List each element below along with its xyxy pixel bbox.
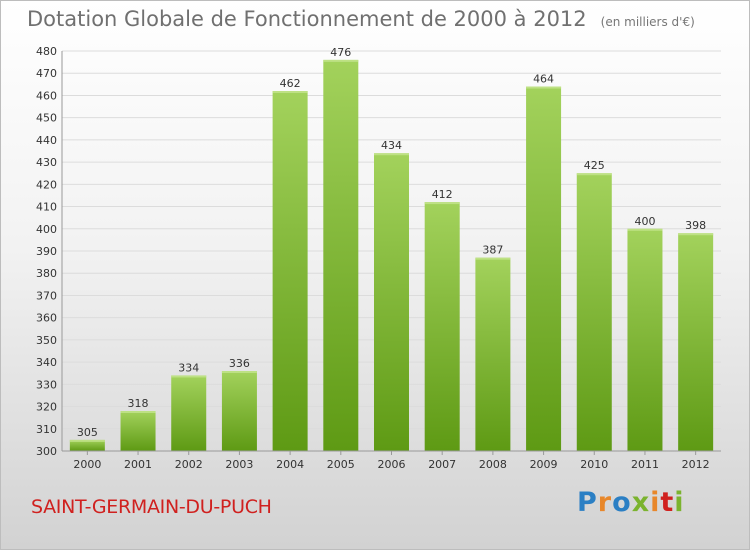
bar-highlight [272,91,308,93]
y-tick-label: 370 [36,289,57,302]
title-text: Dotation Globale de Fonctionnement de 20… [27,7,587,31]
logo-letter: r [597,487,613,518]
chart-subtitle: (en milliers d'€) [600,15,695,29]
data-label: 412 [432,188,453,201]
y-tick-label: 460 [36,89,57,102]
y-tick-label: 440 [36,134,57,147]
data-label: 464 [533,73,554,86]
y-tick-label: 310 [36,423,57,436]
data-label: 434 [381,139,402,152]
logo-letter: i [650,487,661,518]
data-label: 305 [77,426,98,439]
data-label: 318 [128,397,149,410]
y-tick-label: 360 [36,312,57,325]
bars: 305 318 334 336 462 476 434 412 387 464 425 400 398 [69,46,714,452]
bar-2009 [526,86,562,452]
y-tick-label: 330 [36,378,57,391]
x-tick-label: 2008 [479,458,507,471]
bar-2008 [475,257,511,451]
x-tick-label: 2000 [73,458,101,471]
data-label: 398 [685,219,706,232]
bar-highlight [424,202,460,205]
bar-2005 [323,59,359,452]
y-tick-label: 430 [36,156,57,169]
x-tick-label: 2007 [428,458,456,471]
y-tick-label: 480 [36,45,57,58]
bar-highlight [120,411,156,413]
bar-2003 [221,371,257,451]
logo-letter: i [674,487,685,518]
bar-2011 [627,228,663,451]
bar-highlight [526,86,562,89]
x-axis: 2000 2001 2002 2003 2004 2005 2006 2007 2008 2009… [62,450,721,471]
data-label: 336 [229,357,250,370]
bar-highlight [576,173,612,176]
x-tick-label: 2003 [225,458,253,471]
x-tick-label: 2010 [580,458,608,471]
logo-letter: P [577,487,598,518]
y-tick-label: 380 [36,267,57,280]
bar-2010 [576,173,612,451]
commune-name: SAINT-GERMAIN-DU-PUCH [31,496,272,518]
bar-2006 [374,153,409,451]
y-tick-label: 450 [36,112,57,125]
proxiti-logo[interactable]: Proxiti [577,487,685,518]
bar-2007 [424,202,460,451]
data-label: 334 [178,361,199,374]
x-tick-label: 2011 [631,458,659,471]
data-label: 387 [482,244,503,257]
bar-highlight [323,59,359,62]
bar-highlight [678,233,714,236]
bar-highlight [171,375,207,378]
bar-highlight [69,439,105,442]
logo-letter: t [660,487,675,518]
y-tick-label: 390 [36,245,57,258]
data-label: 476 [330,46,351,59]
y-tick-label: 320 [36,401,57,414]
x-tick-label: 2004 [276,458,304,471]
x-tick-label: 2006 [378,458,406,471]
logo-letter: x [631,487,651,518]
y-tick-label: 340 [36,356,57,369]
y-axis: 300 310 320 330 340 350 360 370 380 390 400 410 420 4… [36,45,63,458]
y-tick-label: 470 [36,67,57,80]
chart-title: Dotation Globale de Fonctionnement de 20… [27,7,695,31]
x-tick-label: 2005 [327,458,355,471]
bar-2012 [678,233,714,451]
y-tick-label: 350 [36,334,57,347]
x-tick-label: 2001 [124,458,152,471]
bar-highlight [475,257,511,260]
bar-highlight [374,153,409,156]
bar-2004 [272,91,308,451]
data-label: 400 [634,215,655,228]
data-label: 462 [280,77,301,90]
logo-letter: o [612,487,632,518]
y-tick-label: 410 [36,201,57,214]
bar-2000 [69,439,105,451]
bar-2002 [171,375,207,451]
data-label: 425 [584,159,605,172]
bar-2001 [120,411,156,451]
bar-highlight [221,371,257,373]
x-tick-label: 2002 [175,458,203,471]
y-tick-label: 400 [36,223,57,236]
y-tick-label: 420 [36,178,57,191]
bar-highlight [627,228,663,231]
x-tick-label: 2009 [530,458,558,471]
y-tick-label: 300 [36,445,57,458]
x-tick-label: 2012 [682,458,710,471]
